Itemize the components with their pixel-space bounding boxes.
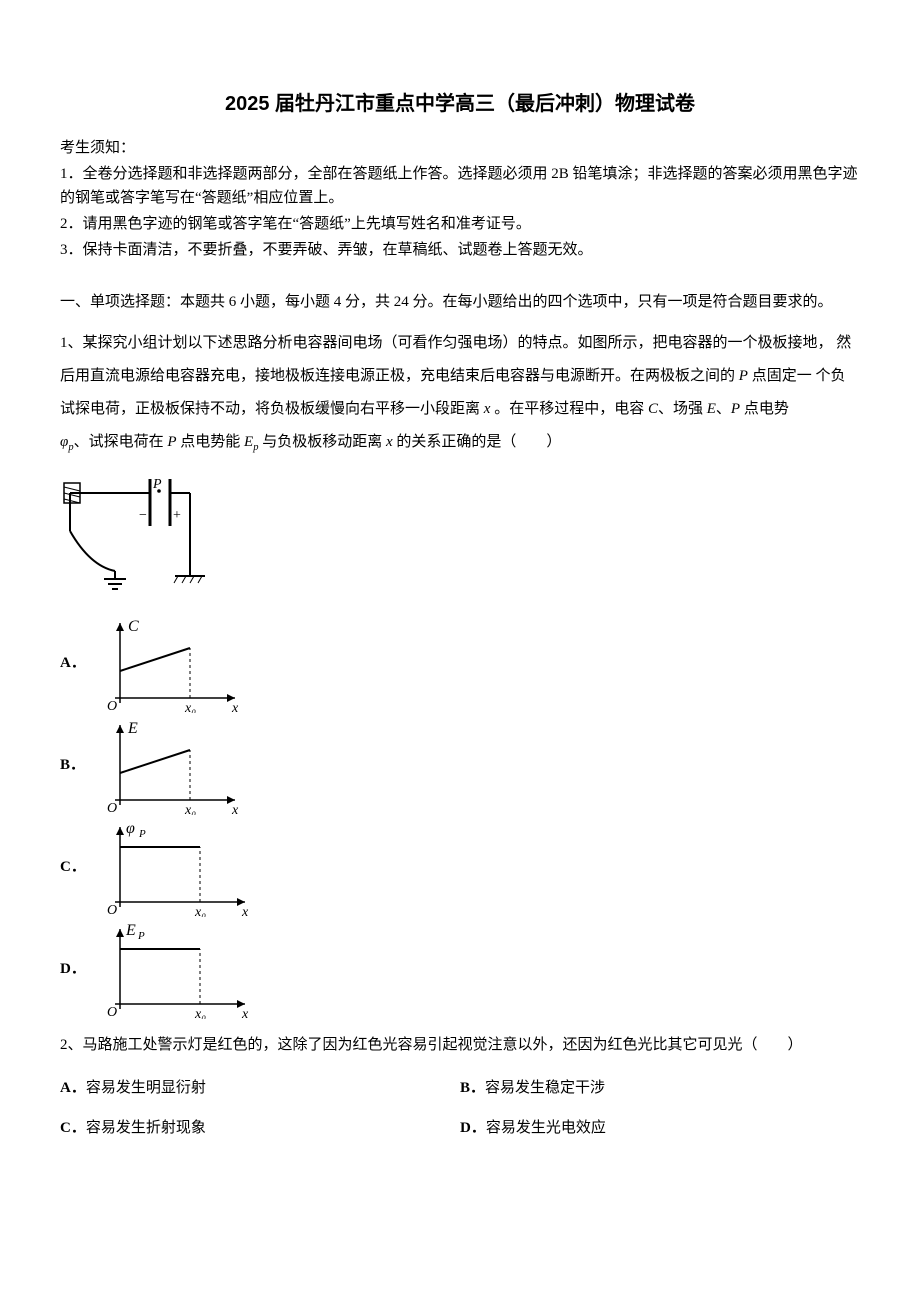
svg-text:E: E <box>125 922 136 939</box>
q1-C: C <box>648 401 658 417</box>
instr-2: 2．请用黑色字迹的钢笔或答字笔在“答题纸”上先填写姓名和准考证号。 <box>60 212 860 236</box>
chart-c: φ P O x₀ x <box>90 817 260 917</box>
chart-c-x0: x₀ <box>194 905 206 917</box>
instructions-block: 考生须知： 1．全卷分选择题和非选择题两部分，全部在答题纸上作答。选择题必须用 … <box>60 136 860 262</box>
q1-line4d: 的关系正确的是（ ） <box>393 434 562 450</box>
chart-d: E P O x₀ x <box>90 919 260 1019</box>
section-1-intro: 一、单项选择题：本题共 6 小题，每小题 4 分，共 24 分。在每小题给出的四… <box>60 286 860 319</box>
chart-a: C O x₀ x <box>90 613 250 713</box>
q1-line4b: 点电势能 <box>177 434 245 450</box>
chart-c-origin: O <box>107 903 117 917</box>
question-1-text: 1、某探究小组计划以下述思路分析电容器间电场（可看作匀强电场）的特点。如图所示，… <box>60 327 860 459</box>
q1-E: E <box>707 401 716 417</box>
svg-text:φ: φ <box>126 820 135 837</box>
q1-line3d: 、 <box>716 401 731 417</box>
q1-line3c: 、场强 <box>658 401 707 417</box>
instr-heading: 考生须知： <box>60 136 860 160</box>
instr-3: 3．保持卡面清洁，不要折叠，不要弄破、弄皱，在草稿纸、试题卷上答题无效。 <box>60 238 860 262</box>
svg-text:−: − <box>139 508 147 523</box>
q2-option-d: D．容易发生光电效应 <box>460 1116 860 1140</box>
chart-a-xend: x <box>231 701 239 713</box>
capacitor-diagram: P − + <box>60 471 860 601</box>
option-c-row: C． φ P O x₀ x <box>60 817 860 917</box>
option-b-label: B． <box>60 753 90 777</box>
chart-b: E O x₀ x <box>90 715 250 815</box>
chart-b-ylabel: E <box>127 720 138 737</box>
q2-a-lbl: A． <box>60 1080 86 1096</box>
q1-line2b: 点固定一 <box>748 368 812 384</box>
q2-d-lbl: D． <box>460 1120 486 1136</box>
q2-d-txt: 容易发生光电效应 <box>486 1120 606 1136</box>
q1-Ep: E <box>244 434 253 450</box>
exam-title: 2025 届牡丹江市重点中学高三（最后冲刺）物理试卷 <box>60 88 860 120</box>
question-2-text: 2、马路施工处警示灯是红色的，这除了因为红色光容易引起视觉注意以外，还因为红色光… <box>60 1029 860 1062</box>
q1-line4a: 、试探电荷在 <box>74 434 168 450</box>
option-a-row: A． C O x₀ x <box>60 613 860 713</box>
chart-b-x0: x₀ <box>184 803 196 815</box>
instr-1: 1．全卷分选择题和非选择题两部分，全部在答题纸上作答。选择题必须用 2B 铅笔填… <box>60 162 860 210</box>
q2-option-c: C．容易发生折射现象 <box>60 1116 460 1140</box>
option-a-label: A． <box>60 651 90 675</box>
q1-P3: P <box>167 434 176 450</box>
q2-option-b: B．容易发生稳定干涉 <box>460 1076 860 1100</box>
svg-text:P: P <box>137 930 145 942</box>
q1-line4c: 与负极板移动距离 <box>258 434 386 450</box>
q2-option-a: A．容易发生明显衍射 <box>60 1076 460 1100</box>
chart-b-xend: x <box>231 803 239 815</box>
q2-c-lbl: C． <box>60 1120 86 1136</box>
q1-line1a: 1、某探究小组计划以下述思路分析电容器间电场（可看作匀强电场）的特点。如图所示，… <box>60 335 833 351</box>
chart-c-xend: x <box>241 905 249 917</box>
chart-a-x0: x₀ <box>184 701 196 713</box>
question-2-options: A．容易发生明显衍射 B．容易发生稳定干涉 C．容易发生折射现象 D．容易发生光… <box>60 1076 860 1156</box>
option-c-label: C． <box>60 855 90 879</box>
chart-d-xend: x <box>241 1007 249 1019</box>
svg-text:+: + <box>173 508 181 523</box>
chart-d-x0: x₀ <box>194 1007 206 1019</box>
option-b-row: B． E O x₀ x <box>60 715 860 815</box>
chart-b-origin: O <box>107 801 117 815</box>
chart-a-origin: O <box>107 699 117 713</box>
chart-a-ylabel: C <box>128 618 139 635</box>
q2-c-txt: 容易发生折射现象 <box>86 1120 206 1136</box>
q2-b-txt: 容易发生稳定干涉 <box>485 1080 605 1096</box>
option-d-row: D． E P O x₀ x <box>60 919 860 1019</box>
svg-text:P: P <box>152 477 162 492</box>
q2-b-lbl: B． <box>460 1080 485 1096</box>
q1-line3e: 点电势 <box>740 401 789 417</box>
q1-P2: P <box>731 401 740 417</box>
option-d-label: D． <box>60 957 90 981</box>
chart-d-origin: O <box>107 1005 117 1019</box>
q2-a-txt: 容易发生明显衍射 <box>86 1080 206 1096</box>
svg-text:P: P <box>138 828 146 840</box>
q1-line3b: 。在平移过程中，电容 <box>490 401 648 417</box>
q1-x2: x <box>386 434 393 450</box>
q1-P: P <box>739 368 748 384</box>
